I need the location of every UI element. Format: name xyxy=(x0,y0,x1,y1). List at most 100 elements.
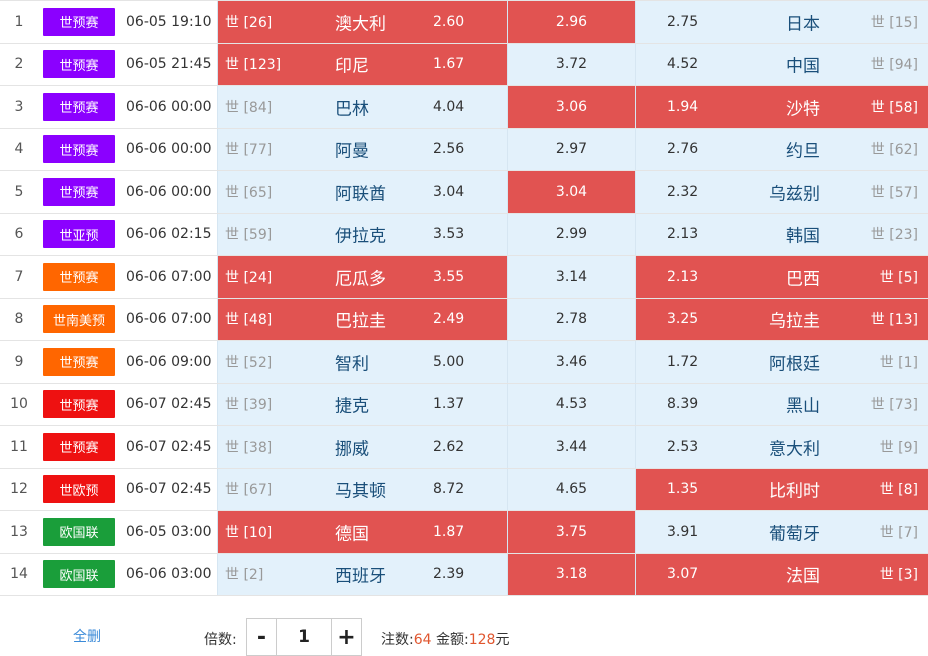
away-odd: 2.53 xyxy=(667,438,699,455)
home-rank: 世 [10] xyxy=(225,524,273,541)
away-win-option[interactable]: 2.32 乌兹别 世 [57] xyxy=(635,171,928,213)
home-team: 挪威 xyxy=(335,439,369,460)
increase-button[interactable]: + xyxy=(331,619,361,655)
home-rank: 世 [84] xyxy=(225,99,273,116)
home-win-option[interactable]: 世 [39] 捷克 1.37 xyxy=(217,383,507,425)
away-team: 约旦 xyxy=(786,141,820,162)
home-team: 阿曼 xyxy=(335,141,369,162)
match-row: 2 世预赛 06-05 21:45 世 [123] 印尼 1.67 3.72 4.52 中国 世 … xyxy=(0,43,928,86)
away-win-option[interactable]: 3.07 法国 世 [3] xyxy=(635,553,928,595)
league-badge: 欧国联 xyxy=(43,560,115,589)
league-cell: 世预赛 xyxy=(38,384,116,426)
draw-option[interactable]: 3.06 xyxy=(507,86,635,128)
draw-option[interactable]: 2.96 xyxy=(507,1,635,43)
home-win-option[interactable]: 世 [26] 澳大利 2.60 xyxy=(217,1,507,43)
draw-option[interactable]: 3.18 xyxy=(507,553,635,595)
draw-option[interactable]: 4.53 xyxy=(507,383,635,425)
home-team: 智利 xyxy=(335,354,369,375)
home-win-option[interactable]: 世 [65] 阿联酋 3.04 xyxy=(217,171,507,213)
draw-option[interactable]: 3.46 xyxy=(507,341,635,383)
league-cell: 欧国联 xyxy=(38,554,116,596)
home-rank: 世 [26] xyxy=(225,14,273,31)
league-badge: 世预赛 xyxy=(43,432,115,461)
draw-option[interactable]: 4.65 xyxy=(507,468,635,510)
home-team: 厄瓜多 xyxy=(335,269,386,290)
league-cell: 欧国联 xyxy=(38,511,116,553)
match-row: 3 世预赛 06-06 00:00 世 [84] 巴林 4.04 3.06 1.94 沙特 世 [… xyxy=(0,86,928,129)
home-win-option[interactable]: 世 [2] 西班牙 2.39 xyxy=(217,553,507,595)
away-win-option[interactable]: 3.25 乌拉圭 世 [13] xyxy=(635,298,928,340)
away-rank: 世 [94] xyxy=(870,57,918,74)
draw-option[interactable]: 2.97 xyxy=(507,128,635,170)
away-odd: 3.07 xyxy=(667,566,699,583)
league-cell: 世预赛 xyxy=(38,1,116,43)
draw-option[interactable]: 2.99 xyxy=(507,213,635,255)
away-odd: 2.32 xyxy=(667,183,699,200)
draw-option[interactable]: 3.14 xyxy=(507,256,635,298)
amount-label: 金额: xyxy=(436,632,469,648)
away-win-option[interactable]: 2.13 巴西 世 [5] xyxy=(635,256,928,298)
match-time: 06-05 19:10 xyxy=(126,13,212,30)
league-badge: 世南美预 xyxy=(43,305,115,334)
clear-all-link[interactable]: 全删 xyxy=(73,629,101,645)
away-odd: 3.91 xyxy=(667,523,699,540)
row-index: 5 xyxy=(14,183,24,200)
match-time: 06-06 03:00 xyxy=(126,566,212,583)
away-team: 乌兹别 xyxy=(769,184,820,205)
home-win-option[interactable]: 世 [84] 巴林 4.04 xyxy=(217,86,507,128)
home-win-option[interactable]: 世 [67] 马其顿 8.72 xyxy=(217,468,507,510)
draw-odd: 2.96 xyxy=(555,13,588,30)
home-win-option[interactable]: 世 [123] 印尼 1.67 xyxy=(217,43,507,85)
home-rank: 世 [2] xyxy=(225,567,264,584)
league-badge: 世预赛 xyxy=(43,50,115,79)
away-team: 葡萄牙 xyxy=(769,524,820,545)
draw-option[interactable]: 3.72 xyxy=(507,43,635,85)
away-win-option[interactable]: 8.39 黑山 世 [73] xyxy=(635,383,928,425)
away-win-option[interactable]: 3.91 葡萄牙 世 [7] xyxy=(635,511,928,553)
match-time: 06-06 00:00 xyxy=(126,98,212,115)
home-win-option[interactable]: 世 [77] 阿曼 2.56 xyxy=(217,128,507,170)
draw-option[interactable]: 3.04 xyxy=(507,171,635,213)
home-team: 伊拉克 xyxy=(335,226,386,247)
row-index: 2 xyxy=(14,56,24,73)
home-odd: 8.72 xyxy=(433,481,465,498)
away-rank: 世 [73] xyxy=(870,397,918,414)
bet-footer: 全删 倍数: - 1 + 注数:64 金额:128元 xyxy=(0,596,928,656)
away-rank: 世 [23] xyxy=(870,227,918,244)
away-win-option[interactable]: 1.72 阿根廷 世 [1] xyxy=(635,341,928,383)
away-odd: 1.94 xyxy=(667,98,699,115)
match-time: 06-07 02:45 xyxy=(126,438,212,455)
home-win-option[interactable]: 世 [48] 巴拉圭 2.49 xyxy=(217,298,507,340)
away-win-option[interactable]: 1.94 沙特 世 [58] xyxy=(635,86,928,128)
league-badge: 世预赛 xyxy=(43,92,115,121)
home-team: 阿联酋 xyxy=(335,184,386,205)
home-win-option[interactable]: 世 [10] 德国 1.87 xyxy=(217,511,507,553)
away-win-option[interactable]: 2.75 日本 世 [15] xyxy=(635,1,928,43)
away-win-option[interactable]: 1.35 比利时 世 [8] xyxy=(635,468,928,510)
draw-option[interactable]: 2.78 xyxy=(507,298,635,340)
home-win-option[interactable]: 世 [38] 挪威 2.62 xyxy=(217,426,507,468)
away-team: 巴西 xyxy=(786,269,820,290)
away-win-option[interactable]: 4.52 中国 世 [94] xyxy=(635,43,928,85)
away-team: 沙特 xyxy=(786,99,820,120)
home-team: 捷克 xyxy=(335,396,369,417)
home-team: 巴林 xyxy=(335,99,369,120)
away-team: 比利时 xyxy=(769,481,820,502)
away-rank: 世 [9] xyxy=(879,439,918,456)
draw-option[interactable]: 3.44 xyxy=(507,426,635,468)
draw-option[interactable]: 3.75 xyxy=(507,511,635,553)
home-win-option[interactable]: 世 [59] 伊拉克 3.53 xyxy=(217,213,507,255)
row-index: 10 xyxy=(10,396,28,413)
home-win-option[interactable]: 世 [24] 厄瓜多 3.55 xyxy=(217,256,507,298)
away-win-option[interactable]: 2.53 意大利 世 [9] xyxy=(635,426,928,468)
draw-odd: 3.14 xyxy=(555,268,588,285)
multiplier-input[interactable]: 1 xyxy=(298,627,310,647)
away-win-option[interactable]: 2.76 约旦 世 [62] xyxy=(635,128,928,170)
away-win-option[interactable]: 2.13 韩国 世 [23] xyxy=(635,213,928,255)
home-win-option[interactable]: 世 [52] 智利 5.00 xyxy=(217,341,507,383)
away-team: 阿根廷 xyxy=(769,354,820,375)
league-badge: 世预赛 xyxy=(43,347,115,376)
away-odd: 4.52 xyxy=(667,56,699,73)
league-cell: 世欧预 xyxy=(38,469,116,511)
decrease-button[interactable]: - xyxy=(247,619,277,655)
